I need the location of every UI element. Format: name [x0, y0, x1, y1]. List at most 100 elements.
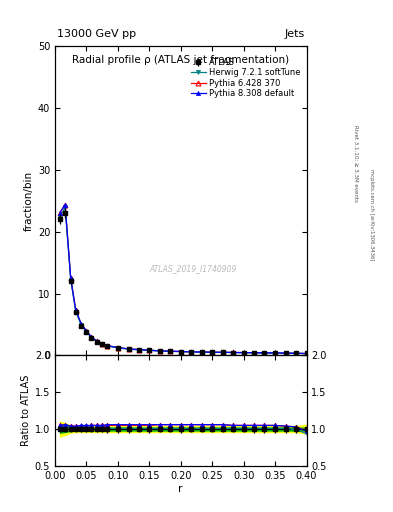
Pythia 6.428 370 — [158, 348, 162, 354]
Herwig 7.2.1 softTune — [168, 348, 173, 354]
Pythia 6.428 370 — [231, 349, 235, 355]
Herwig 7.2.1 softTune — [126, 346, 131, 352]
Herwig 7.2.1 softTune — [231, 350, 235, 356]
Herwig 7.2.1 softTune — [241, 350, 246, 356]
Pythia 8.308 default — [168, 348, 173, 354]
Pythia 6.428 370 — [262, 350, 267, 356]
Pythia 6.428 370 — [126, 346, 131, 352]
Pythia 8.308 default — [89, 334, 94, 340]
Pythia 8.308 default — [116, 345, 120, 351]
Pythia 6.428 370 — [241, 350, 246, 356]
Text: Jets: Jets — [284, 29, 305, 39]
Pythia 8.308 default — [84, 328, 89, 334]
Pythia 6.428 370 — [95, 338, 99, 344]
Pythia 8.308 default — [63, 202, 68, 208]
Pythia 8.308 default — [220, 349, 225, 355]
Pythia 8.308 default — [273, 350, 277, 356]
Herwig 7.2.1 softTune — [304, 351, 309, 357]
Pythia 6.428 370 — [136, 347, 141, 353]
Herwig 7.2.1 softTune — [147, 347, 152, 353]
Herwig 7.2.1 softTune — [178, 349, 183, 355]
Text: 13000 GeV pp: 13000 GeV pp — [57, 29, 136, 39]
Pythia 6.428 370 — [283, 350, 288, 356]
Herwig 7.2.1 softTune — [262, 350, 267, 356]
Herwig 7.2.1 softTune — [58, 214, 62, 220]
Herwig 7.2.1 softTune — [89, 335, 94, 341]
Y-axis label: Ratio to ATLAS: Ratio to ATLAS — [20, 375, 31, 446]
Pythia 6.428 370 — [63, 202, 68, 208]
Pythia 6.428 370 — [304, 350, 309, 356]
Y-axis label: fraction/bin: fraction/bin — [24, 170, 34, 231]
Pythia 8.308 default — [252, 350, 257, 356]
Herwig 7.2.1 softTune — [199, 349, 204, 355]
Herwig 7.2.1 softTune — [84, 329, 89, 335]
Pythia 8.308 default — [79, 321, 84, 327]
Pythia 8.308 default — [73, 307, 78, 313]
Herwig 7.2.1 softTune — [294, 350, 298, 356]
Pythia 8.308 default — [294, 350, 298, 356]
Pythia 6.428 370 — [273, 350, 277, 356]
Pythia 8.308 default — [178, 349, 183, 355]
Pythia 8.308 default — [199, 349, 204, 355]
Line: Pythia 8.308 default: Pythia 8.308 default — [58, 203, 309, 356]
Pythia 8.308 default — [262, 350, 267, 356]
Herwig 7.2.1 softTune — [95, 338, 99, 345]
Text: ATLAS_2019_I1740909: ATLAS_2019_I1740909 — [150, 264, 237, 273]
Pythia 6.428 370 — [189, 349, 194, 355]
Text: Rivet 3.1.10; ≥ 3.3M events: Rivet 3.1.10; ≥ 3.3M events — [353, 125, 358, 202]
X-axis label: r: r — [178, 483, 183, 494]
Pythia 8.308 default — [189, 349, 194, 355]
Text: mcplots.cern.ch [arXiv:1306.3436]: mcplots.cern.ch [arXiv:1306.3436] — [369, 169, 374, 261]
Pythia 8.308 default — [210, 349, 215, 355]
Pythia 6.428 370 — [178, 349, 183, 355]
Pythia 8.308 default — [126, 346, 131, 352]
Pythia 8.308 default — [95, 338, 99, 344]
Pythia 8.308 default — [304, 350, 309, 356]
Pythia 8.308 default — [283, 350, 288, 356]
Herwig 7.2.1 softTune — [63, 204, 68, 210]
Pythia 6.428 370 — [294, 350, 298, 356]
Pythia 6.428 370 — [252, 350, 257, 356]
Pythia 6.428 370 — [199, 349, 204, 355]
Pythia 6.428 370 — [147, 347, 152, 353]
Pythia 6.428 370 — [89, 334, 94, 340]
Herwig 7.2.1 softTune — [79, 323, 84, 329]
Pythia 6.428 370 — [84, 328, 89, 334]
Herwig 7.2.1 softTune — [158, 348, 162, 354]
Pythia 6.428 370 — [105, 343, 110, 349]
Line: Herwig 7.2.1 softTune: Herwig 7.2.1 softTune — [58, 205, 309, 356]
Pythia 6.428 370 — [210, 349, 215, 355]
Herwig 7.2.1 softTune — [136, 347, 141, 353]
Herwig 7.2.1 softTune — [283, 350, 288, 356]
Pythia 6.428 370 — [58, 209, 62, 216]
Line: Pythia 6.428 370: Pythia 6.428 370 — [58, 202, 309, 356]
Herwig 7.2.1 softTune — [252, 350, 257, 356]
Pythia 8.308 default — [105, 343, 110, 349]
Pythia 8.308 default — [100, 340, 105, 347]
Pythia 8.308 default — [136, 347, 141, 353]
Herwig 7.2.1 softTune — [273, 350, 277, 356]
Pythia 8.308 default — [158, 348, 162, 354]
Pythia 8.308 default — [147, 347, 152, 353]
Pythia 6.428 370 — [68, 275, 73, 281]
Pythia 8.308 default — [68, 275, 73, 281]
Pythia 6.428 370 — [100, 340, 105, 347]
Pythia 6.428 370 — [116, 345, 120, 351]
Herwig 7.2.1 softTune — [105, 343, 110, 349]
Herwig 7.2.1 softTune — [189, 349, 194, 355]
Herwig 7.2.1 softTune — [73, 309, 78, 315]
Pythia 6.428 370 — [220, 349, 225, 355]
Herwig 7.2.1 softTune — [68, 276, 73, 283]
Pythia 6.428 370 — [73, 307, 78, 313]
Herwig 7.2.1 softTune — [220, 349, 225, 355]
Pythia 8.308 default — [231, 349, 235, 355]
Pythia 8.308 default — [241, 350, 246, 356]
Legend: ATLAS, Herwig 7.2.1 softTune, Pythia 6.428 370, Pythia 8.308 default: ATLAS, Herwig 7.2.1 softTune, Pythia 6.4… — [189, 56, 302, 99]
Text: Radial profile ρ (ATLAS jet fragmentation): Radial profile ρ (ATLAS jet fragmentatio… — [72, 55, 289, 66]
Herwig 7.2.1 softTune — [116, 345, 120, 351]
Herwig 7.2.1 softTune — [210, 349, 215, 355]
Pythia 6.428 370 — [168, 348, 173, 354]
Pythia 6.428 370 — [79, 322, 84, 328]
Pythia 8.308 default — [58, 209, 62, 216]
Herwig 7.2.1 softTune — [100, 341, 105, 347]
